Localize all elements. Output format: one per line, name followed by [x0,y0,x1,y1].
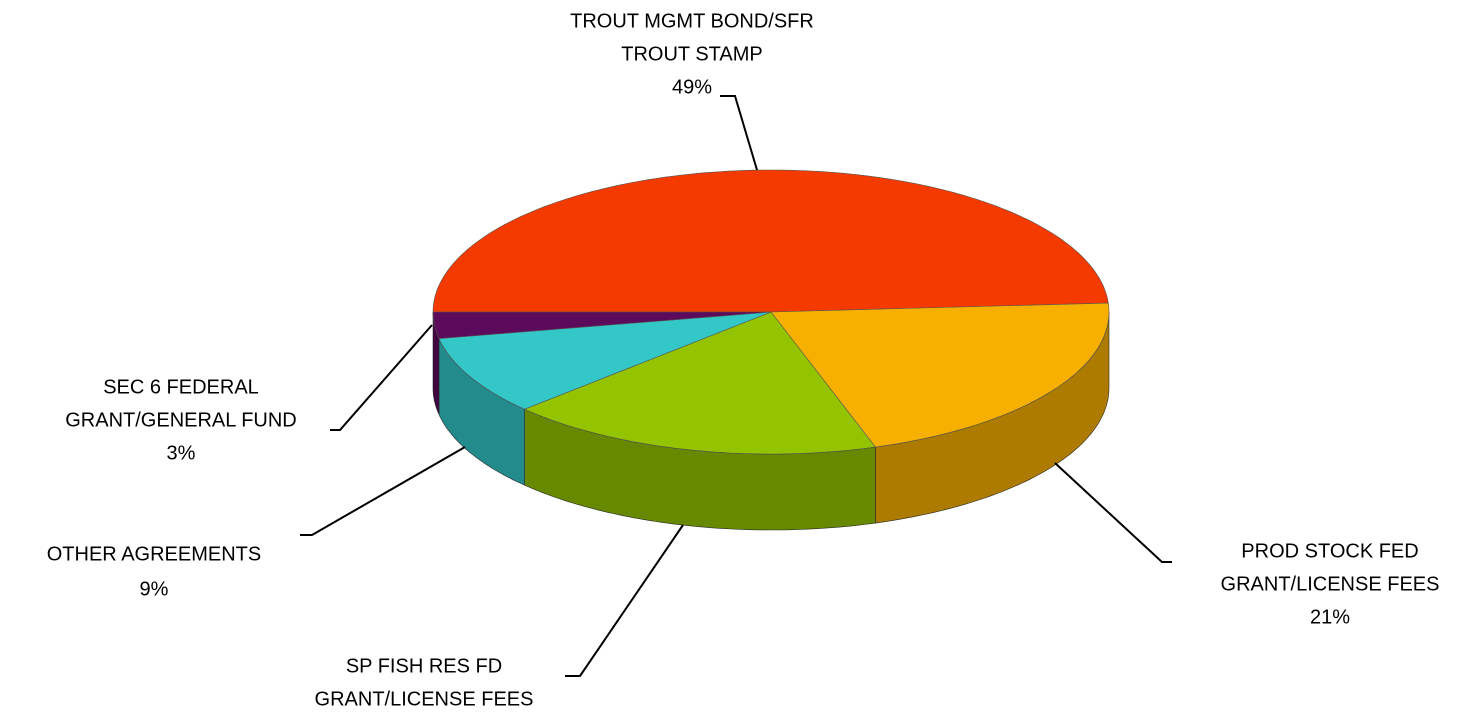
slice-label: SP FISH RES FD [346,655,502,677]
leader-line [300,446,466,536]
slice-side-shade [875,312,1109,524]
slice-label: TROUT MGMT BOND/SFR [570,10,814,32]
slice [432,311,772,339]
slice-label: SEC 6 FEDERAL [103,376,259,398]
slice-value-label: 9% [140,578,169,600]
slice [770,302,1110,448]
slice-label: GRANT/LICENSE FEES [315,688,534,710]
slice-side-shade [524,409,876,530]
slice-label: GRANT/GENERAL FUND [65,409,297,431]
slice-label: PROD STOCK FED [1241,540,1418,562]
slice-value-label: 49% [672,76,712,98]
leader-line [720,95,758,171]
slice [432,169,1109,313]
slice-value-label: 3% [167,442,196,464]
slice-side-shade [439,338,525,486]
slice [438,311,772,410]
leader-line [330,324,433,431]
slice-label: TROUT STAMP [621,43,762,65]
slice-side-shade [433,312,439,415]
slice-label: GRANT/LICENSE FEES [1221,573,1440,595]
slice-label: OTHER AGREEMENTS [47,543,261,565]
leader-line [1054,462,1172,563]
slice-value-label: 21% [1310,606,1350,628]
slice [523,311,876,455]
leader-line [565,524,684,677]
